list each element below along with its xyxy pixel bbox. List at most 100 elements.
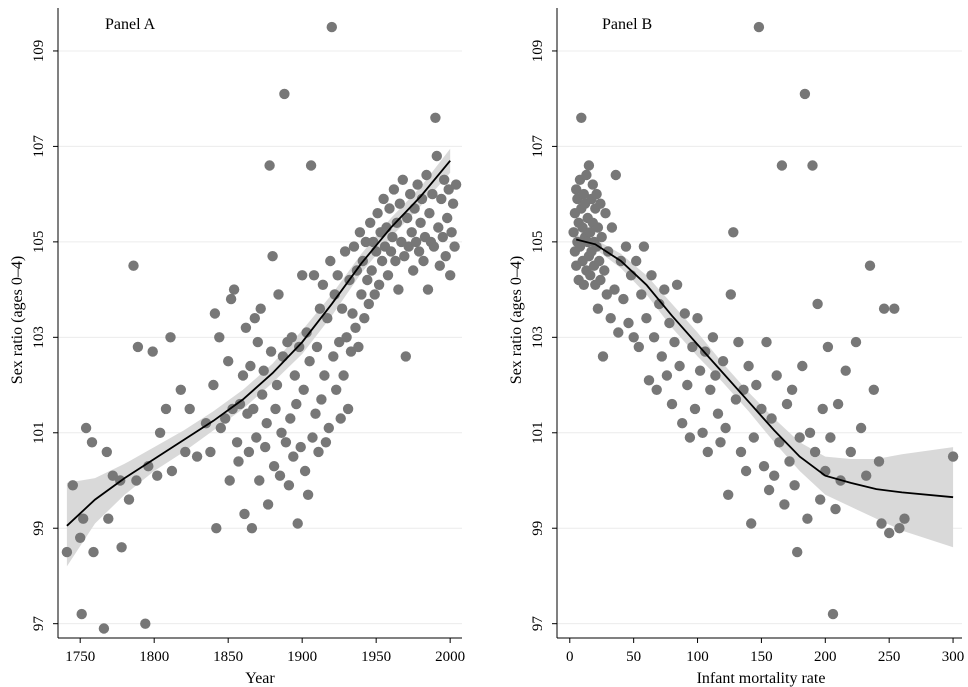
panel-b-point-130	[812, 298, 823, 310]
panel-a-point-24	[165, 332, 176, 343]
panel-a-point-57	[254, 475, 265, 486]
panel-a-point-178	[433, 222, 444, 233]
panel-a-point-105	[325, 255, 336, 267]
panel-a-point-61	[260, 441, 271, 453]
panel-a-point-151	[393, 284, 404, 295]
panel-b-point-25	[585, 227, 596, 238]
panel-a-point-130	[362, 274, 373, 286]
panel-b-point-141	[845, 446, 856, 458]
panel-a-point-13	[116, 542, 127, 553]
panel-b-point-110	[761, 336, 772, 348]
panel-b-point-91	[712, 408, 724, 419]
panel-b-point-114	[771, 370, 782, 381]
panel-a-point-94	[308, 270, 320, 281]
panel-a-point-77	[283, 480, 295, 491]
panel-a-point-177	[431, 150, 442, 162]
panel-a-point-15	[128, 260, 139, 271]
panel-a-point-56	[252, 336, 263, 348]
panel-b-point-60	[633, 341, 644, 353]
panel-b-point-107	[753, 21, 765, 33]
panel-b-point-76	[674, 360, 685, 372]
panel-a-point-150	[391, 217, 403, 228]
panel-a-point-149	[390, 255, 401, 267]
panel-b-point-48	[605, 313, 616, 324]
panel-a-xtick-label-1950: 1950	[361, 649, 391, 665]
panel-a-ylabel: Sex ratio (ages 0–4)	[9, 256, 26, 384]
panel-b-point-39	[594, 255, 605, 267]
panel-a-point-161	[408, 265, 419, 276]
panel-a-point-100	[317, 279, 329, 290]
panel-a-point-43	[231, 437, 243, 448]
panel-b-point-126	[802, 513, 813, 524]
panel-a-ytick-label-97: 97	[31, 616, 47, 632]
panel-a-point-67	[268, 461, 280, 472]
panel-a-point-158	[403, 241, 414, 252]
panel-a-point-187	[446, 227, 457, 238]
panel-b-point-125	[799, 88, 811, 100]
panel-b-point-90	[710, 370, 721, 381]
panel-a-point-3	[76, 608, 87, 620]
panel-a-point-40	[225, 293, 237, 305]
panel-a-point-126	[356, 289, 367, 300]
panel-b-point-118	[781, 398, 793, 410]
panel-a-point-48	[240, 322, 252, 333]
panel-a-point-60	[258, 365, 269, 376]
panel-b-point-55	[620, 241, 632, 252]
panel-a-ytick-label-107: 107	[31, 135, 47, 158]
panel-b-ytick-label-105: 105	[530, 231, 546, 254]
panel-a-point-53	[248, 403, 259, 415]
panel-b-ytick-label-101: 101	[530, 422, 546, 445]
panel-a-point-114	[338, 370, 349, 381]
panel-a-point-85	[295, 441, 306, 453]
panel-a-point-113	[336, 303, 348, 314]
panel-a-point-128	[359, 313, 370, 324]
panel-b-point-142	[850, 336, 862, 348]
panel-a-point-74	[279, 88, 290, 100]
panel-a-point-80	[288, 451, 299, 462]
panel-b-point-98	[730, 394, 742, 405]
panel-a-point-170	[421, 169, 432, 181]
panel-a-point-102	[320, 437, 332, 448]
panel-b-xtick-label-0: 0	[566, 649, 574, 665]
panel-b-point-54	[618, 293, 629, 305]
panel-a-point-28	[184, 403, 195, 415]
panel-b-point-92	[715, 437, 726, 448]
panel-a-point-166	[415, 217, 426, 228]
panel-a-point-10	[103, 513, 114, 524]
panel-a-point-73	[277, 351, 289, 362]
panel-b-point-135	[825, 432, 836, 443]
panel-a-point-160	[406, 227, 417, 238]
panel-a-point-137	[372, 208, 383, 219]
panel-a-xtick-label-2000: 2000	[435, 649, 465, 665]
panel-a-point-155	[399, 251, 410, 262]
panel-a-xlabel: Year	[245, 670, 275, 687]
panel-b-point-20	[581, 169, 592, 181]
panel-a-point-176	[430, 112, 441, 124]
panel-b-point-15	[578, 188, 589, 200]
panel-b-point-42	[596, 231, 607, 243]
panel-b-point-80	[684, 432, 696, 443]
panel-b-point-150	[884, 527, 895, 539]
panel-a-point-54	[249, 313, 260, 324]
panel-b-point-73	[666, 398, 678, 410]
panel-a-point-0	[61, 546, 73, 558]
panel-a-point-152	[394, 198, 405, 209]
panel-a-point-121	[348, 241, 360, 252]
panel-b-point-82	[689, 403, 701, 415]
panel-b-point-103	[743, 360, 754, 372]
panel-a-point-32	[208, 379, 219, 391]
panel-a-point-109	[331, 384, 342, 395]
panel-b-point-104	[746, 518, 757, 529]
panel-b-point-77	[677, 418, 688, 429]
panel-b-point-134	[822, 341, 834, 353]
panel-a-ytick-label-105: 105	[31, 231, 47, 254]
panel-a-point-78	[285, 413, 296, 424]
panel-a-point-34	[211, 523, 222, 534]
panel-a-point-16	[131, 475, 142, 486]
panel-b-xlabel: Infant mortality rate	[697, 670, 826, 687]
panel-a-xtick-label-1900: 1900	[287, 649, 317, 665]
panel-b-point-69	[656, 351, 667, 362]
panel-a-point-91	[304, 356, 315, 367]
panel-a-point-122	[350, 322, 361, 333]
panel-a-point-69	[271, 379, 283, 391]
